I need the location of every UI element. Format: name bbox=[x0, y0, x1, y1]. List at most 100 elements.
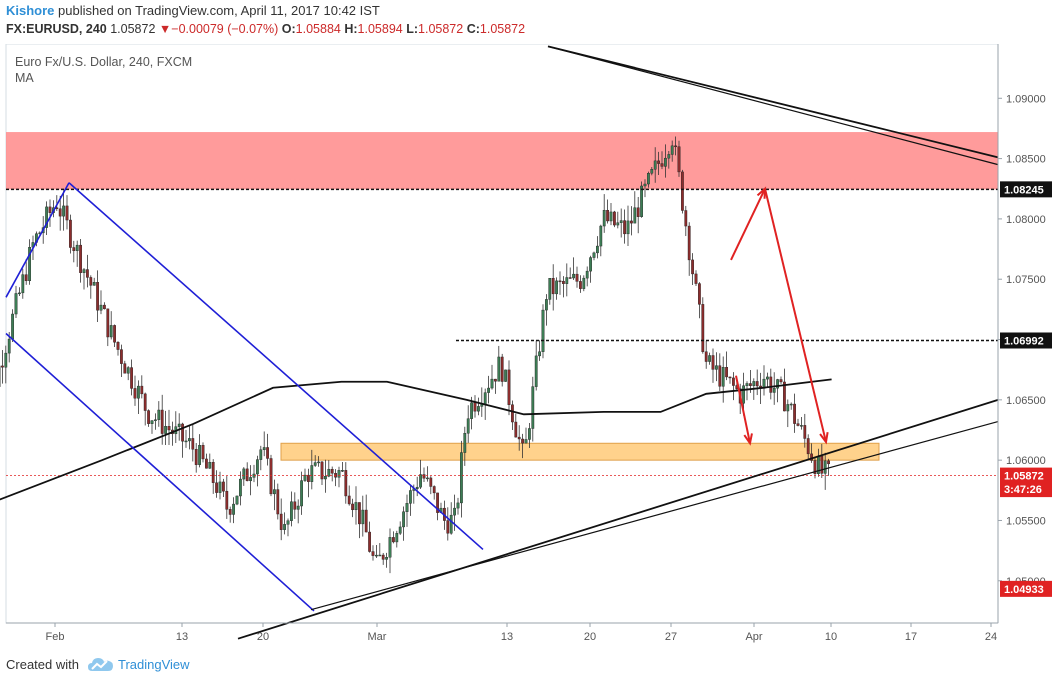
up-candle bbox=[800, 417, 803, 430]
candle-body bbox=[755, 381, 759, 387]
candle-body bbox=[266, 447, 269, 459]
candle-body bbox=[718, 365, 722, 387]
candle-body bbox=[259, 449, 263, 460]
up-candle bbox=[310, 449, 314, 490]
candle-body bbox=[119, 349, 123, 364]
candle-body bbox=[317, 461, 320, 464]
chart-area[interactable]: 1.090001.085001.080001.075001.070001.065… bbox=[0, 43, 1056, 651]
candle-body bbox=[96, 282, 100, 311]
up-candle bbox=[242, 467, 246, 486]
down-candle bbox=[266, 433, 269, 466]
down-candle bbox=[0, 350, 4, 384]
up-candle bbox=[582, 275, 586, 292]
candle-body bbox=[204, 458, 208, 469]
candle-body bbox=[279, 513, 283, 530]
x-tick-label: 27 bbox=[665, 631, 677, 643]
candle-body bbox=[68, 219, 72, 248]
author-link[interactable]: Kishore bbox=[6, 3, 55, 18]
candle-body bbox=[262, 447, 266, 450]
down-candle bbox=[769, 368, 773, 400]
candle-body bbox=[616, 222, 620, 226]
up-candle bbox=[378, 543, 382, 557]
candle-body bbox=[667, 154, 671, 159]
candle-body bbox=[327, 468, 331, 477]
candle-body bbox=[463, 433, 467, 453]
up-candle bbox=[538, 340, 542, 361]
arrow-head bbox=[819, 432, 829, 445]
up-candle bbox=[398, 521, 402, 536]
tradingview-link[interactable]: TradingView bbox=[118, 657, 190, 672]
down-candle bbox=[307, 468, 310, 498]
candle-body bbox=[422, 474, 426, 479]
x-tick-label: Feb bbox=[46, 631, 65, 643]
support-zone bbox=[280, 442, 880, 461]
high-label: H: bbox=[344, 22, 358, 36]
descending-trendline-2 bbox=[547, 45, 999, 166]
candle-body bbox=[633, 207, 637, 224]
price-tag-bg bbox=[1000, 332, 1052, 349]
price-tag-bg bbox=[1000, 181, 1052, 198]
up-candle bbox=[653, 147, 657, 183]
symbol-label: FX:EURUSD, 240 bbox=[6, 22, 107, 36]
down-candle bbox=[728, 376, 732, 384]
candle-body bbox=[776, 379, 780, 389]
down-candle bbox=[630, 206, 633, 236]
candle-body bbox=[385, 557, 388, 560]
up-candle bbox=[157, 401, 161, 427]
candle-body bbox=[677, 146, 681, 173]
up-candle bbox=[766, 372, 769, 387]
candle-body bbox=[109, 325, 113, 338]
down-candle bbox=[347, 485, 351, 506]
candle-body bbox=[388, 537, 392, 558]
up-candle bbox=[18, 287, 21, 297]
candle-body bbox=[643, 183, 647, 187]
candle-body bbox=[65, 205, 69, 221]
up-candle bbox=[324, 459, 327, 493]
up-candle bbox=[327, 460, 331, 478]
candle-body bbox=[28, 247, 31, 282]
publish-info: Kishore published on TradingView.com, Ap… bbox=[6, 3, 380, 18]
y-tick-label: 1.07500 bbox=[1006, 274, 1046, 286]
candle-body bbox=[721, 367, 725, 387]
up-candle bbox=[313, 455, 317, 467]
candle-body bbox=[565, 277, 569, 284]
candle-body bbox=[221, 481, 225, 492]
price-chart[interactable]: 1.090001.085001.080001.075001.070001.065… bbox=[0, 43, 1056, 651]
down-candle bbox=[392, 531, 395, 544]
down-candle bbox=[796, 418, 800, 427]
y-tick-label: 1.08000 bbox=[1006, 214, 1046, 226]
candle-body bbox=[140, 385, 144, 395]
down-candle bbox=[657, 151, 661, 176]
last-price-value: 1.05872 bbox=[110, 22, 156, 36]
down-candle bbox=[140, 375, 144, 399]
candle-body bbox=[786, 404, 790, 412]
candle-body bbox=[371, 551, 375, 556]
candle-body bbox=[21, 274, 25, 294]
down-candle bbox=[65, 195, 69, 230]
x-tick-label: 13 bbox=[501, 631, 513, 643]
down-candle bbox=[820, 443, 824, 478]
down-candle bbox=[558, 271, 562, 295]
up-candle bbox=[218, 471, 222, 500]
up-candle bbox=[664, 144, 667, 178]
tradingview-cloud-icon[interactable] bbox=[88, 656, 114, 674]
down-candle bbox=[755, 369, 759, 396]
candle-body bbox=[514, 421, 518, 438]
candle-body bbox=[796, 423, 800, 426]
candle-body bbox=[806, 438, 810, 455]
candle-body bbox=[300, 480, 303, 507]
candle-body bbox=[368, 531, 371, 552]
candle-body bbox=[398, 526, 402, 534]
candle-body bbox=[181, 423, 184, 442]
candle-body bbox=[487, 387, 490, 393]
candle-body bbox=[7, 338, 11, 354]
candle-body bbox=[572, 273, 576, 279]
candle-body bbox=[361, 509, 365, 525]
up-candle bbox=[708, 352, 712, 365]
indicator-label[interactable]: MA bbox=[15, 71, 34, 85]
up-candle bbox=[572, 257, 576, 280]
up-candle bbox=[667, 150, 671, 169]
candle-body bbox=[375, 554, 378, 557]
moving-average-line bbox=[0, 378, 832, 501]
candle-body bbox=[453, 507, 456, 516]
